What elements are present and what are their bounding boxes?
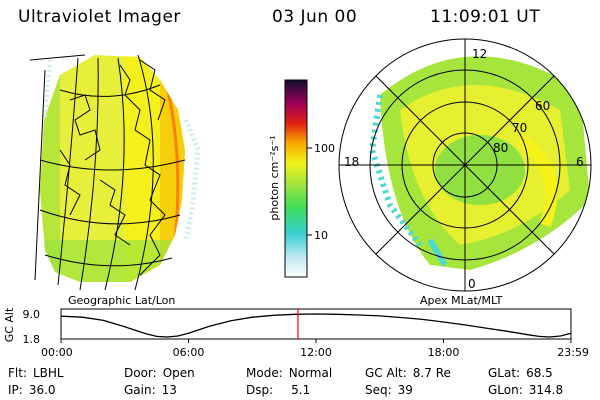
- mlat-label-70: 70: [512, 121, 527, 135]
- colorbar-tick-10: 10: [314, 229, 328, 242]
- readout-value: Open: [162, 366, 195, 380]
- readout-value: 68.5: [526, 366, 553, 380]
- readout-value: LBHL: [32, 366, 64, 380]
- readout-key: Gain:: [124, 383, 156, 397]
- xtick-label: 06:00: [173, 346, 205, 359]
- readout-value: 36.0: [28, 383, 56, 397]
- readout-value: 13: [161, 383, 177, 397]
- apex-label: Apex MLat/MLT: [420, 294, 503, 307]
- readout-key: GLat:: [488, 366, 521, 380]
- xtick-label: 00:00: [41, 346, 73, 359]
- readout-value: 39: [397, 383, 413, 397]
- readout-key: Dsp:: [246, 383, 274, 397]
- image-title: Ultraviolet Imager: [18, 7, 181, 27]
- geo-coastlines: [59, 59, 166, 276]
- image-time: 11:09:01 UT: [430, 7, 541, 27]
- ytick-label: 1.8: [23, 333, 41, 346]
- readout-value: Normal: [288, 366, 333, 380]
- readout-flt: Flt: LBHL: [8, 366, 64, 380]
- readout-key: IP:: [8, 383, 23, 397]
- readout-gain: Gain: 13: [124, 383, 177, 397]
- readout-key: Door:: [124, 366, 157, 380]
- mlt-label-0: 0: [468, 277, 476, 291]
- readout-value: 8.7 Re: [412, 366, 451, 380]
- readout-key: Flt:: [8, 366, 27, 380]
- readout-value: 5.1: [291, 383, 311, 397]
- mlt-label-12: 12: [472, 47, 487, 61]
- xtick-label: 18:00: [428, 346, 460, 359]
- readout-key: GLon:: [488, 383, 523, 397]
- readout-seq: Seq: 39: [365, 383, 413, 397]
- colorbar-tick-100: 100: [314, 142, 335, 155]
- readout-dsp: Dsp: 5.1: [246, 383, 310, 397]
- geographic-label: Geographic Lat/Lon: [68, 294, 176, 307]
- readout-gcalt: GC Alt: 8.7 Re: [365, 366, 451, 380]
- mlt-label-6: 6: [576, 155, 584, 169]
- readout-ip: IP: 36.0: [8, 383, 56, 397]
- ytick-label: 9.0: [23, 308, 41, 321]
- readout-door: Door: Open: [124, 366, 195, 380]
- readout-mode: Mode: Normal: [246, 366, 332, 380]
- y-axis-label: GC Alt: [3, 307, 16, 342]
- readout-glon: GLon: 314.8: [488, 383, 563, 397]
- image-date: 03 Jun 00: [272, 7, 358, 27]
- readout-value: 314.8: [528, 383, 564, 397]
- readout-glat: GLat: 68.5: [488, 366, 553, 380]
- mlat-label-60: 60: [535, 99, 550, 113]
- polar-grid: [338, 38, 592, 292]
- mlat-label-80: 80: [493, 141, 508, 155]
- readout-key: GC Alt:: [365, 366, 407, 380]
- xtick-label: 23:59: [557, 346, 589, 359]
- readout-key: Mode:: [246, 366, 283, 380]
- colorbar-label: photon cm⁻²s⁻¹: [268, 135, 281, 220]
- readout-key: Seq:: [365, 383, 392, 397]
- altitude-series-line: [60, 313, 572, 338]
- mlt-label-18: 18: [344, 155, 359, 169]
- xtick-label: 12:00: [300, 346, 332, 359]
